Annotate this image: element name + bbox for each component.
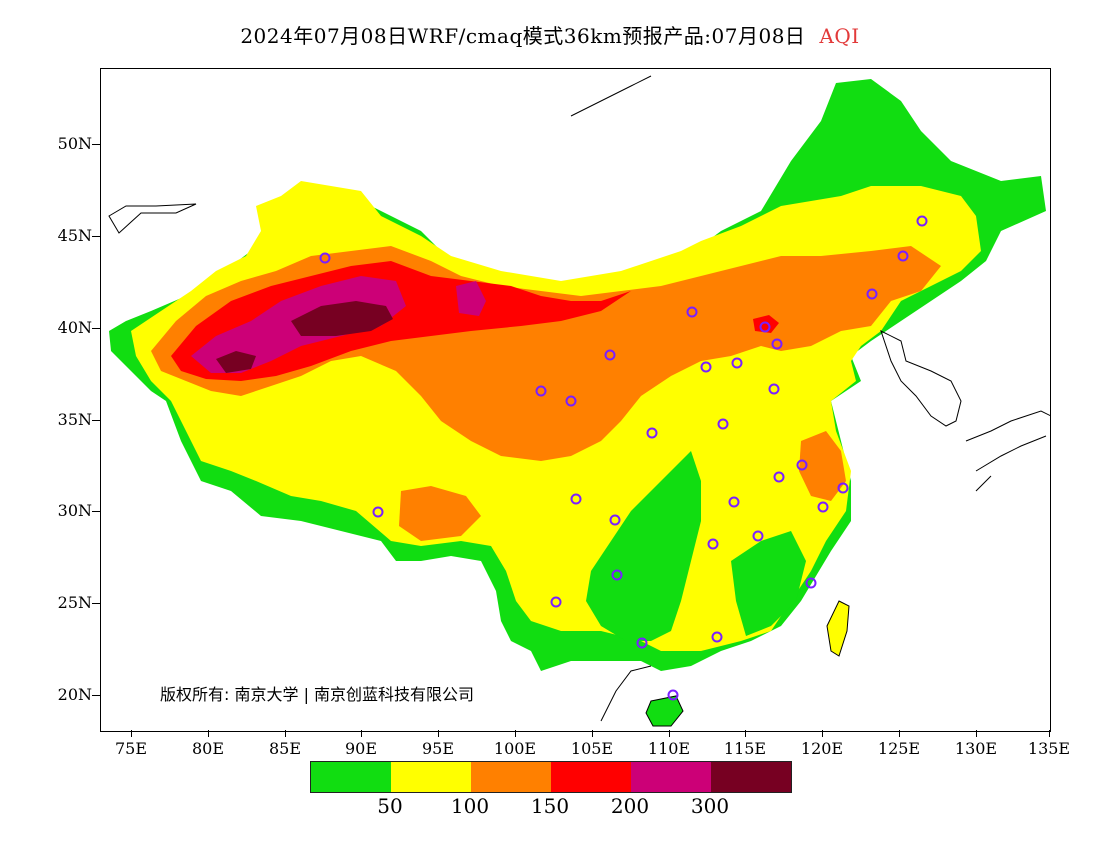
lon-tick: [976, 730, 977, 737]
colorbar-segment-5: [631, 762, 711, 792]
colorbar-label-300: 300: [690, 794, 730, 818]
vietnam-coastline: [600, 665, 652, 722]
lon-tick: [131, 730, 132, 737]
lat-label-50n: 50N: [57, 134, 92, 153]
lon-label-130e: 130E: [954, 739, 998, 758]
lat-label-40n: 40N: [57, 318, 92, 337]
lake-balkhash: [108, 203, 197, 234]
lon-tick: [899, 730, 900, 737]
russia-coastline: [570, 75, 652, 117]
taiwan: [826, 600, 850, 657]
lon-tick: [669, 730, 670, 737]
aqi-map: [108, 75, 1050, 727]
lat-tick: [92, 511, 100, 512]
lon-tick: [515, 730, 516, 737]
title-text: 2024年07月08日WRF/cmaq模式36km预报产品:07月08日: [240, 24, 806, 48]
lon-label-80e: 80E: [191, 739, 225, 758]
lat-tick: [92, 328, 100, 329]
lat-tick: [92, 420, 100, 421]
colorbar-label-50: 50: [377, 794, 403, 818]
colorbar-segment-6: [711, 762, 791, 792]
lat-tick: [92, 695, 100, 696]
korea-coastline: [880, 330, 962, 427]
lon-tick: [592, 730, 593, 737]
lat-label-35n: 35N: [57, 410, 92, 429]
lon-tick: [438, 730, 439, 737]
lon-tick: [745, 730, 746, 737]
lon-tick: [822, 730, 823, 737]
region-good-southeast: [731, 531, 806, 636]
lon-tick: [1049, 730, 1050, 737]
lon-label-135e: 135E: [1027, 739, 1071, 758]
colorbar-label-200: 200: [610, 794, 650, 818]
lon-label-85e: 85E: [268, 739, 302, 758]
lat-label-25n: 25N: [57, 593, 92, 612]
lon-label-120e: 120E: [800, 739, 844, 758]
lat-tick: [92, 603, 100, 604]
lon-label-95e: 95E: [421, 739, 455, 758]
lat-label-30n: 30N: [57, 501, 92, 520]
aqi-colorbar: [310, 761, 792, 793]
city-markers: [319, 215, 928, 701]
colorbar-label-100: 100: [450, 794, 490, 818]
colorbar-segment-1: [311, 762, 391, 792]
lon-tick: [285, 730, 286, 737]
japan-coastline: [965, 410, 1050, 492]
lon-label-105e: 105E: [570, 739, 614, 758]
lon-tick: [208, 730, 209, 737]
lon-label-115e: 115E: [723, 739, 767, 758]
lon-tick: [361, 730, 362, 737]
region-good-south: [586, 451, 701, 641]
colorbar-label-150: 150: [530, 794, 570, 818]
colorbar-segment-3: [471, 762, 551, 792]
region-hazardous-taklamakan: [291, 301, 393, 336]
colorbar-segment-4: [551, 762, 631, 792]
lon-label-125e: 125E: [877, 739, 921, 758]
lat-tick: [92, 236, 100, 237]
lon-label-110e: 110E: [647, 739, 691, 758]
colorbar-segment-2: [391, 762, 471, 792]
map-title: 2024年07月08日WRF/cmaq模式36km预报产品:07月08日 AQI: [0, 20, 1100, 49]
lon-label-90e: 90E: [344, 739, 378, 758]
map-area[interactable]: [100, 68, 1051, 732]
variable-label: AQI: [819, 24, 860, 48]
copyright-text: 版权所有: 南京大学 | 南京创蓝科技有限公司: [160, 685, 475, 704]
hainan: [645, 695, 684, 727]
lon-label-100e: 100E: [493, 739, 537, 758]
region-very-unhealthy-qinghai: [456, 281, 486, 316]
region-hazardous-west: [216, 351, 256, 373]
lon-label-75e: 75E: [114, 739, 148, 758]
region-unhealthy-sensitive-east: [799, 431, 846, 501]
lat-label-45n: 45N: [57, 226, 92, 245]
lat-label-20n: 20N: [57, 685, 92, 704]
lat-tick: [92, 144, 100, 145]
region-unhealthy-sensitive-tibet: [399, 486, 481, 541]
region-unhealthy-beijing: [753, 315, 779, 333]
